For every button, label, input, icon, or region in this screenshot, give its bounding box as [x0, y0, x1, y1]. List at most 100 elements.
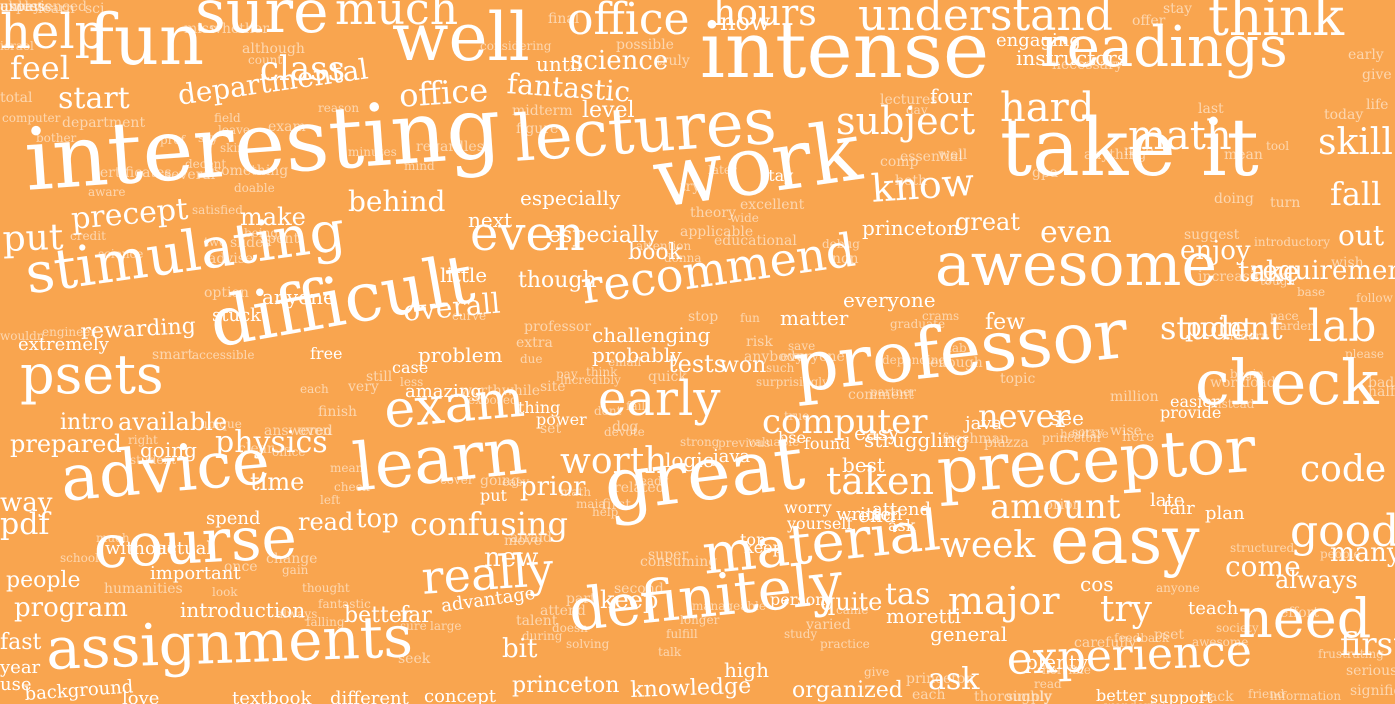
cloud-word: wide — [730, 211, 759, 225]
cloud-word: important — [150, 563, 241, 584]
cloud-word: think — [586, 365, 618, 379]
cloud-word: hesitate — [1060, 427, 1109, 441]
cloud-word: start — [58, 81, 130, 116]
cloud-word: without — [105, 538, 175, 559]
cloud-word: harder — [1272, 319, 1314, 333]
cloud-word: time — [250, 468, 305, 496]
cloud-word: set — [540, 421, 562, 437]
cloud-word: check — [334, 480, 370, 494]
cloud-word: see — [1050, 406, 1084, 430]
cloud-word: few — [985, 310, 1025, 335]
cloud-word: seek — [398, 651, 431, 667]
cloud-word: dont — [594, 404, 622, 418]
cloud-word: fair — [1163, 498, 1195, 519]
cloud-word: probably — [592, 343, 682, 367]
cloud-word: varied — [806, 617, 851, 633]
cloud-word: worthwhile — [460, 383, 540, 399]
cloud-word: bad — [1368, 375, 1395, 391]
cloud-word: struggling — [864, 428, 969, 452]
cloud-word: less — [400, 375, 424, 389]
cloud-word: left — [320, 493, 341, 507]
cloud-word: first — [602, 497, 631, 513]
cloud-word: next — [468, 208, 513, 232]
cloud-word: gpa — [1032, 165, 1059, 181]
cloud-word: prior — [1044, 497, 1080, 513]
cloud-word: minutes — [348, 145, 397, 159]
cloud-word: bit — [502, 634, 538, 664]
cloud-word: power — [536, 410, 587, 429]
cloud-word: different — [330, 688, 409, 704]
cloud-word: significant — [1350, 683, 1395, 699]
cloud-word: always — [276, 607, 318, 621]
cloud-word: instead — [1210, 397, 1255, 411]
cloud-word: cover — [440, 473, 474, 487]
cloud-word: incredibly — [560, 373, 621, 387]
cloud-word: humanities — [104, 581, 183, 597]
cloud-word: maia — [576, 497, 606, 511]
cloud-word: leave — [218, 123, 250, 137]
cloud-word: hours — [713, 0, 817, 34]
cloud-word: teach — [1188, 598, 1239, 619]
cloud-word: easier — [1170, 392, 1220, 411]
cloud-word: little — [440, 263, 488, 287]
cloud-word: pace — [1270, 309, 1299, 323]
cloud-word: talent — [516, 613, 558, 629]
cloud-word: java — [965, 413, 1003, 434]
cloud-word: decent — [185, 157, 227, 171]
cloud-word: top — [356, 504, 399, 534]
cloud-word: several — [164, 167, 216, 183]
cloud-word: textbook — [232, 688, 312, 704]
cloud-word: year — [0, 657, 41, 678]
cloud-word: both — [895, 173, 928, 189]
cloud-word: try — [680, 179, 701, 195]
cloud-word: please — [1345, 347, 1385, 361]
cloud-word: strong — [680, 435, 720, 449]
cloud-word: extremely — [18, 334, 109, 355]
cloud-word: help — [0, 4, 106, 60]
cloud-word: later — [708, 163, 737, 177]
cloud-word: necessary — [1052, 57, 1123, 73]
cloud-word: option — [204, 285, 249, 301]
cloud-word: serious — [1346, 663, 1395, 679]
cloud-word: email — [608, 355, 642, 369]
cloud-word: tool — [1266, 139, 1290, 153]
cloud-word: super — [648, 547, 689, 563]
cloud-word: princeton — [862, 216, 960, 240]
cloud-word: read — [1034, 677, 1062, 691]
cloud-word: won — [720, 353, 767, 378]
cloud-word: modern — [1222, 329, 1269, 343]
cloud-word: ton — [740, 530, 767, 549]
cloud-word: stop — [688, 309, 719, 325]
cloud-word: fail — [626, 399, 646, 413]
cloud-word: introductory — [1254, 235, 1331, 249]
cloud-word: doesn — [552, 621, 588, 635]
cloud-word: learn — [38, 1, 75, 17]
cloud-word: class — [260, 49, 346, 89]
cloud-word: pdf — [0, 507, 50, 542]
cloud-word: true — [784, 409, 810, 423]
cloud-word: attend — [872, 499, 931, 520]
cloud-word: out — [1338, 219, 1385, 252]
cloud-word: put — [480, 486, 507, 505]
cloud-word: whether — [210, 21, 269, 37]
cloud-word: miss — [184, 21, 217, 37]
cloud-word: bse — [778, 428, 806, 447]
cloud-word: related — [614, 480, 665, 496]
cloud-word: lectures — [880, 92, 938, 108]
cloud-word: level — [582, 98, 635, 123]
cloud-word: certificates — [92, 165, 172, 181]
cloud-word: topic — [1000, 371, 1036, 387]
cloud-word: back — [1200, 689, 1234, 704]
cloud-word: essential — [900, 149, 963, 165]
cloud-word: friend — [1248, 687, 1285, 701]
cloud-word: enjoy — [1180, 236, 1251, 266]
cloud-word: requirement — [1250, 256, 1395, 286]
cloud-word: sci — [85, 1, 105, 17]
cloud-word: never — [978, 397, 1070, 435]
cloud-word: awesome — [1192, 635, 1249, 649]
cloud-word: two — [204, 235, 227, 249]
cloud-word: simply — [1006, 689, 1053, 704]
cloud-word: engineer — [42, 325, 97, 339]
cloud-word: take it — [1000, 101, 1259, 194]
cloud-word: alway — [0, 0, 42, 15]
